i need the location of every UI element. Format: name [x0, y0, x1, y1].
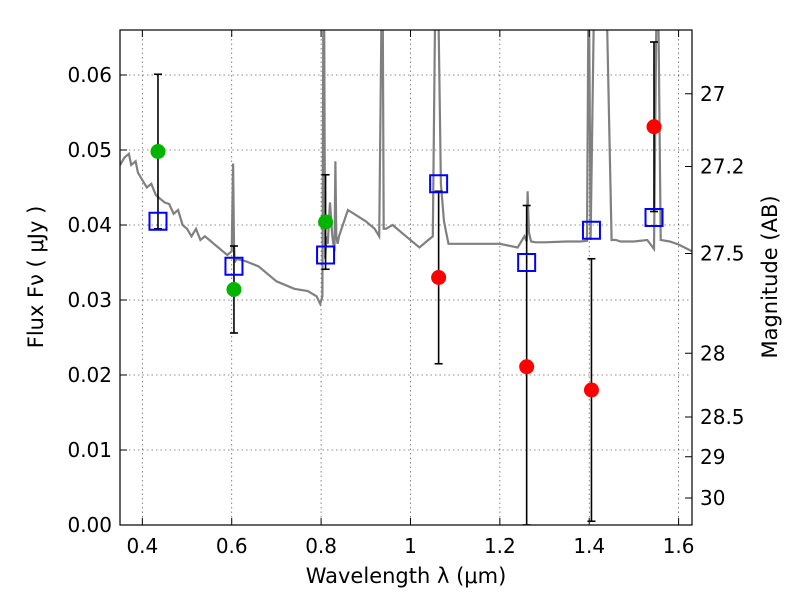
y-tick-label: 0.00 — [67, 513, 112, 537]
y-tick-label: 0.02 — [67, 363, 112, 387]
x-tick-label: 0.4 — [126, 534, 158, 558]
right-tick-label: 27 — [700, 82, 725, 106]
right-tick-label: 30 — [700, 486, 725, 510]
model-photometry-markers — [148, 174, 664, 276]
right-tick-label: 27.2 — [700, 155, 745, 179]
right-tick-label: 29 — [700, 445, 725, 469]
right-axis-ticks: 27 27.2 27.5 28 28.5 29 30 — [685, 82, 745, 510]
x-tick-label: 0.8 — [305, 534, 337, 558]
x-axis-ticks: 0.4 0.6 0.8 1 1.2 1.4 1.6 — [126, 30, 695, 558]
right-axis-label: Magnitude (AB) — [758, 195, 782, 358]
observed-point — [583, 382, 599, 398]
observed-point — [646, 119, 662, 135]
y-tick-label: 0.01 — [67, 438, 112, 462]
x-tick-label: 1.2 — [484, 534, 516, 558]
grid — [120, 30, 692, 526]
y-tick-label: 0.06 — [67, 63, 112, 87]
observed-point — [519, 359, 535, 375]
observed-point — [226, 282, 242, 297]
right-tick-label: 27.5 — [700, 242, 745, 266]
x-axis-label: Wavelength λ (μm) — [306, 564, 507, 588]
observed-point — [318, 214, 334, 230]
x-tick-label: 1 — [404, 534, 417, 558]
observed-point — [431, 270, 447, 285]
model-spectrum-line — [120, 30, 692, 307]
y-tick-label: 0.04 — [67, 213, 112, 237]
model-photometry-square — [429, 174, 449, 194]
y-tick-label: 0.03 — [67, 288, 112, 312]
model-photometry-square — [316, 245, 336, 265]
y-axis-label: Flux Fν ( μJy ) — [24, 206, 48, 349]
plot-frame — [119, 29, 693, 526]
x-tick-label: 0.6 — [216, 534, 248, 558]
y-tick-label: 0.05 — [67, 138, 112, 162]
right-tick-label: 28.5 — [700, 405, 745, 429]
model-photometry-square — [644, 208, 664, 227]
observed-point — [150, 144, 166, 159]
model-photometry-square — [224, 256, 244, 276]
observed-points — [150, 119, 662, 398]
x-tick-label: 1.4 — [573, 534, 605, 558]
plot-area — [120, 30, 692, 525]
model-photometry-square — [148, 211, 168, 231]
model-photometry-square — [581, 220, 601, 240]
model-photometry-square — [517, 253, 537, 272]
right-tick-label: 28 — [700, 341, 725, 365]
x-tick-label: 1.6 — [663, 534, 695, 558]
y-axis-ticks: 0.00 0.01 0.02 0.03 0.04 0.05 0.06 — [67, 63, 127, 537]
